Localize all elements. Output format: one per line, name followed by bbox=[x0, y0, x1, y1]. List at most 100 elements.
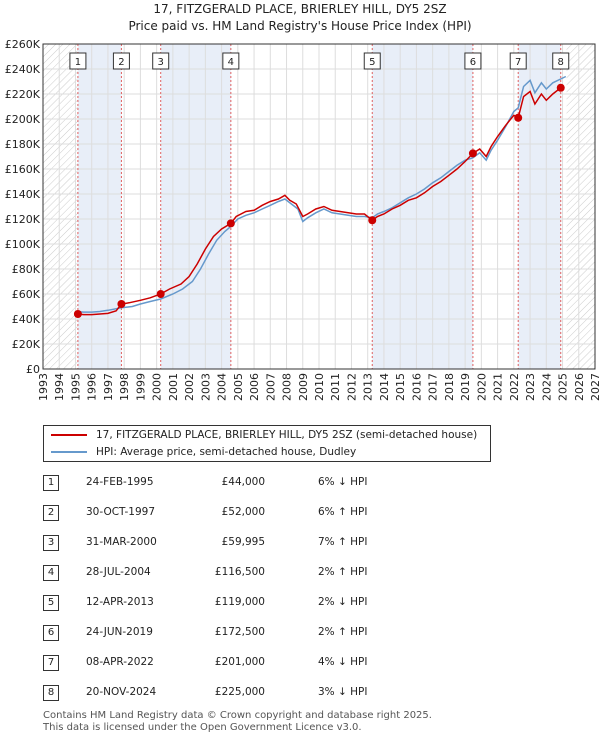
row-price: £172,500 bbox=[214, 626, 265, 638]
footer-copyright: Contains HM Land Registry data © Crown c… bbox=[43, 710, 432, 721]
row-price: £119,000 bbox=[214, 596, 265, 608]
x-tick-label: 2016 bbox=[410, 373, 423, 401]
x-tick-label: 1997 bbox=[102, 373, 115, 401]
row-hpi: 2% ↑ HPI bbox=[318, 566, 368, 578]
legend-swatch-hpi bbox=[51, 451, 87, 453]
sale-label: 5 bbox=[369, 57, 375, 68]
hatched-region bbox=[43, 44, 78, 369]
x-tick-label: 2024 bbox=[540, 373, 553, 401]
sale-label-box bbox=[222, 52, 240, 70]
y-tick-label: £60K bbox=[12, 288, 41, 301]
row-date: 28-JUL-2004 bbox=[86, 566, 151, 578]
x-tick-label: 2014 bbox=[378, 373, 391, 401]
x-tick-label: 2019 bbox=[459, 373, 472, 401]
y-tick-label: £260K bbox=[5, 38, 41, 51]
row-date: 24-FEB-1995 bbox=[86, 476, 154, 488]
row-number: 7 bbox=[43, 655, 59, 671]
x-tick-label: 2012 bbox=[345, 373, 358, 401]
y-tick-label: £240K bbox=[5, 63, 41, 76]
y-tick-label: £220K bbox=[5, 88, 41, 101]
y-tick-label: £20K bbox=[12, 338, 41, 351]
sale-label-box bbox=[69, 52, 87, 70]
row-hpi: 4% ↓ HPI bbox=[318, 656, 368, 668]
x-tick-label: 2013 bbox=[362, 373, 375, 401]
row-price: £44,000 bbox=[221, 476, 265, 488]
row-hpi: 3% ↓ HPI bbox=[318, 686, 368, 698]
x-tick-label: 2018 bbox=[443, 373, 456, 401]
x-tick-label: 2011 bbox=[329, 373, 342, 401]
legend-swatch-property bbox=[51, 434, 87, 436]
sale-label-box bbox=[509, 52, 527, 70]
y-tick-label: £100K bbox=[5, 238, 41, 251]
price-chart: £0 £20K £40K £60K £80K £100K £120K £140K £160K £1… bbox=[5, 38, 600, 401]
x-tick-label: 2015 bbox=[394, 373, 407, 401]
x-tick-label: 2003 bbox=[199, 373, 212, 401]
row-price: £52,000 bbox=[221, 506, 265, 518]
hatched-region bbox=[566, 44, 595, 369]
shaded-period bbox=[77, 44, 122, 369]
shaded-period bbox=[160, 44, 231, 369]
legend: 17, FITZGERALD PLACE, BRIERLEY HILL, DY5… bbox=[43, 425, 491, 462]
sale-point bbox=[226, 219, 235, 228]
sale-point bbox=[73, 310, 82, 318]
sale-label-box bbox=[112, 52, 130, 70]
plot-frame bbox=[42, 43, 596, 370]
row-date: 31-MAR-2000 bbox=[86, 536, 157, 548]
sale-label: 3 bbox=[158, 57, 164, 68]
x-tick-label: 2010 bbox=[313, 373, 326, 401]
x-tick-label: 2006 bbox=[248, 373, 261, 401]
y-tick-label: £140K bbox=[5, 188, 41, 201]
property-price-line bbox=[77, 87, 562, 316]
table-row: 1 24-FEB-1995 £44,000 6% ↓ HPI bbox=[0, 473, 600, 493]
x-tick-label: 2026 bbox=[573, 373, 586, 401]
table-row: 3 31-MAR-2000 £59,995 7% ↑ HPI bbox=[0, 533, 600, 553]
row-number: 5 bbox=[43, 595, 59, 611]
row-date: 20-NOV-2024 bbox=[86, 686, 157, 698]
sale-point bbox=[156, 290, 165, 299]
row-number: 6 bbox=[43, 625, 59, 641]
y-tick-label: £80K bbox=[12, 263, 41, 276]
sale-point bbox=[514, 113, 523, 122]
x-tick-label: 2022 bbox=[508, 373, 521, 401]
x-tick-label: 2005 bbox=[232, 373, 245, 401]
row-price: £225,000 bbox=[214, 686, 265, 698]
sale-label-box bbox=[152, 52, 170, 70]
y-tick-label: £160K bbox=[5, 163, 41, 176]
table-row: 8 20-NOV-2024 £225,000 3% ↓ HPI bbox=[0, 683, 600, 703]
x-tick-label: 2025 bbox=[557, 373, 570, 401]
y-tick-label: £0 bbox=[26, 363, 40, 376]
sale-label: 7 bbox=[515, 57, 521, 68]
row-hpi: 6% ↓ HPI bbox=[318, 476, 368, 488]
row-date: 08-APR-2022 bbox=[86, 656, 154, 668]
row-number: 1 bbox=[43, 475, 59, 491]
row-price: £116,500 bbox=[214, 566, 265, 578]
row-hpi: 2% ↓ HPI bbox=[318, 596, 368, 608]
table-row: 5 12-APR-2013 £119,000 2% ↓ HPI bbox=[0, 593, 600, 613]
sale-point bbox=[368, 216, 377, 225]
sale-label: 1 bbox=[75, 57, 81, 68]
y-tick-label: £120K bbox=[5, 213, 41, 226]
sale-label-box bbox=[552, 52, 570, 70]
sale-point bbox=[468, 149, 477, 158]
row-number: 2 bbox=[43, 505, 59, 521]
x-tick-label: 2017 bbox=[427, 373, 440, 401]
sale-point bbox=[556, 83, 565, 92]
x-tick-label: 2000 bbox=[151, 373, 164, 401]
x-tick-label: 2004 bbox=[216, 373, 229, 401]
x-tick-label: 2020 bbox=[475, 373, 488, 401]
y-tick-label: £200K bbox=[5, 113, 41, 126]
x-tick-label: 2008 bbox=[281, 373, 294, 401]
sale-point bbox=[117, 300, 126, 308]
sale-label: 6 bbox=[470, 57, 476, 68]
row-price: £59,995 bbox=[221, 536, 265, 548]
y-tick-label: £40K bbox=[12, 313, 41, 326]
x-tick-label: 1998 bbox=[118, 373, 131, 401]
row-number: 3 bbox=[43, 535, 59, 551]
x-tick-label: 2021 bbox=[492, 373, 505, 401]
table-row: 6 24-JUN-2019 £172,500 2% ↑ HPI bbox=[0, 623, 600, 643]
legend-label-property: 17, FITZGERALD PLACE, BRIERLEY HILL, DY5… bbox=[96, 429, 478, 441]
table-row: 2 30-OCT-1997 £52,000 6% ↑ HPI bbox=[0, 503, 600, 523]
x-tick-label: 1995 bbox=[69, 373, 82, 401]
x-tick-label: 1999 bbox=[134, 373, 147, 401]
sale-label: 8 bbox=[558, 57, 564, 68]
